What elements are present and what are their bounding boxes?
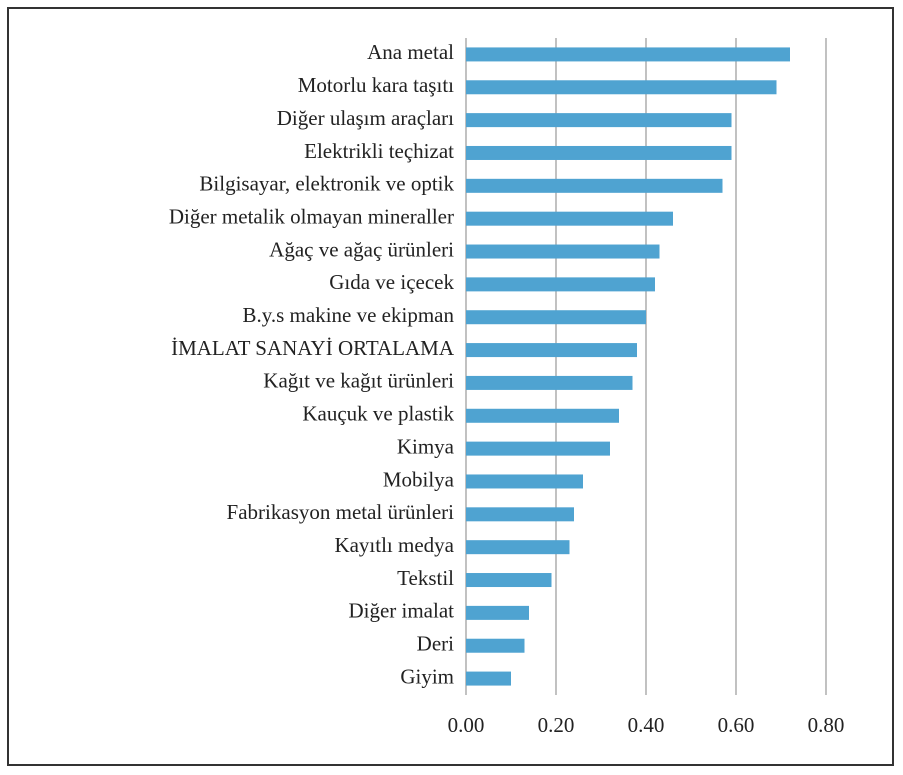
bar	[466, 605, 529, 620]
bar	[466, 573, 552, 588]
y-tick-label: Deri	[417, 632, 454, 656]
y-tick-label: Tekstil	[397, 566, 454, 590]
bar	[466, 211, 673, 226]
y-tick-label: Fabrikasyon metal ürünleri	[227, 500, 455, 524]
bar	[466, 80, 777, 95]
y-tick-label: Ağaç ve ağaç ürünleri	[269, 237, 454, 261]
y-tick-label: Kimya	[397, 434, 455, 458]
y-tick-label: Kağıt ve kağıt ürünleri	[263, 369, 454, 393]
y-tick-label: Bilgisayar, elektronik ve optik	[199, 172, 454, 196]
y-tick-label: Kayıtlı medya	[334, 533, 454, 557]
y-tick-label: Motorlu kara taşıtı	[298, 73, 454, 97]
x-tick-label: 0.20	[538, 713, 575, 737]
y-tick-label: Diğer imalat	[348, 599, 454, 623]
bar	[466, 277, 655, 292]
bar	[466, 638, 525, 653]
bar	[466, 474, 583, 489]
bar	[466, 671, 511, 686]
y-tick-label: Giyim	[400, 664, 454, 688]
bar	[466, 310, 646, 325]
y-tick-label: Elektrikli teçhizat	[304, 139, 454, 163]
x-tick-label: 0.00	[448, 713, 485, 737]
bar	[466, 113, 732, 128]
x-tick-label: 0.40	[628, 713, 665, 737]
y-tick-label: Kauçuk ve plastik	[302, 402, 454, 426]
y-tick-label: Mobilya	[383, 467, 455, 491]
bar	[466, 375, 633, 390]
bar	[466, 408, 619, 423]
bar	[466, 145, 732, 160]
bar	[466, 441, 610, 456]
bar	[466, 178, 723, 193]
bar	[466, 244, 660, 259]
y-tick-label: Diğer metalik olmayan mineraller	[169, 204, 454, 228]
bar	[466, 507, 574, 522]
bar	[466, 47, 790, 62]
y-tick-label: İMALAT SANAYİ ORTALAMA	[171, 336, 455, 360]
bar	[466, 343, 637, 358]
frame	[7, 7, 894, 766]
x-tick-label: 0.60	[718, 713, 755, 737]
y-tick-label: Diğer ulaşım araçları	[277, 106, 454, 130]
y-tick-label: B.y.s makine ve ekipman	[242, 303, 454, 327]
y-tick-label: Ana metal	[367, 40, 454, 64]
bar	[466, 540, 570, 555]
x-tick-label: 0.80	[808, 713, 845, 737]
y-tick-label: Gıda ve içecek	[329, 270, 454, 294]
